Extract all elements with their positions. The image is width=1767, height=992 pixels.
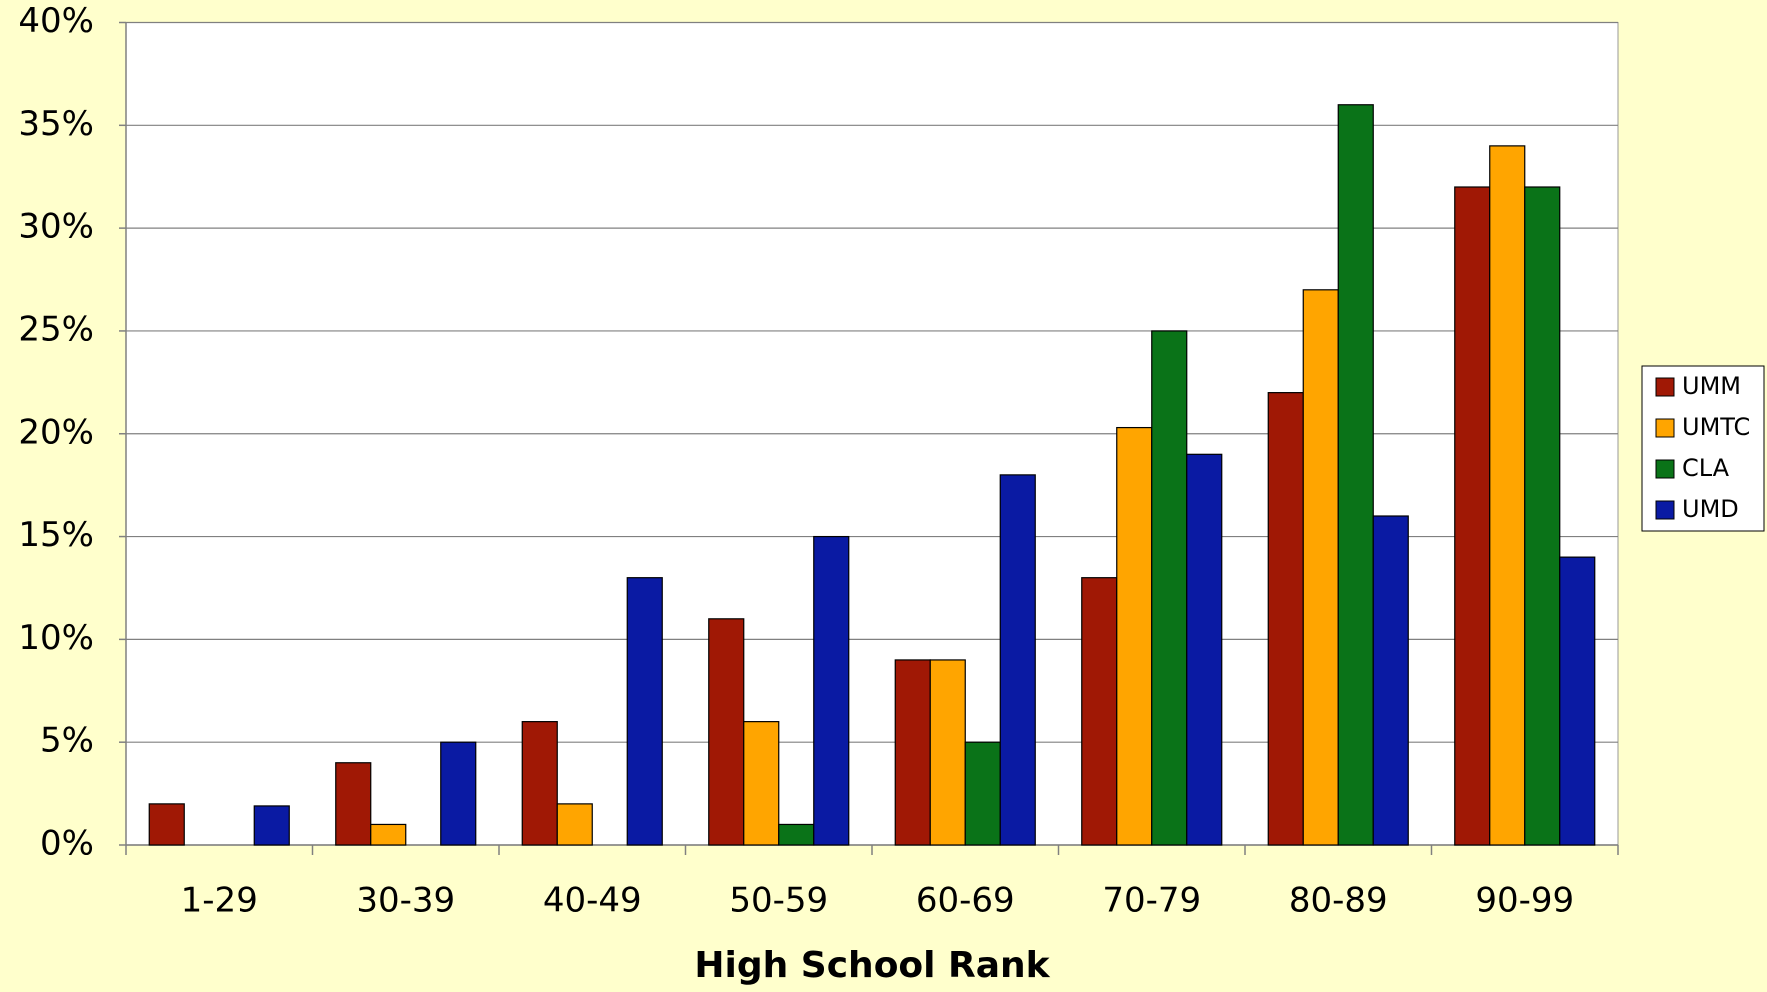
bar [1186, 453, 1223, 846]
x-tick-label: 70-79 [1102, 881, 1201, 921]
bar [1151, 330, 1188, 846]
x-tick-label: 90-99 [1475, 881, 1574, 921]
y-tick-label: 20% [18, 412, 94, 452]
bar [1267, 392, 1304, 846]
y-tick-label: 35% [18, 104, 94, 144]
bar [1454, 186, 1491, 846]
bar [894, 659, 931, 846]
bar [1559, 556, 1596, 846]
y-tick-label: 40% [18, 1, 94, 41]
bar [1524, 186, 1561, 846]
x-tick-label: 30-39 [356, 881, 455, 921]
bar [929, 659, 966, 846]
bar [253, 805, 290, 846]
bar [1489, 145, 1526, 846]
legend-label: CLA [1682, 454, 1730, 482]
bar [521, 721, 558, 846]
bar [1372, 515, 1409, 846]
bar [743, 721, 780, 846]
bar [370, 823, 407, 846]
x-tick-label: 40-49 [543, 881, 642, 921]
x-tick-label: 1-29 [181, 881, 258, 921]
bar [148, 803, 185, 846]
y-tick-label: 5% [40, 721, 94, 761]
legend-label: UMM [1682, 372, 1741, 400]
y-tick-label: 0% [40, 824, 94, 864]
legend-label: UMD [1682, 495, 1739, 523]
legend-swatch [1655, 377, 1675, 397]
legend-label: UMTC [1682, 413, 1750, 441]
x-tick-label: 50-59 [729, 881, 828, 921]
bar [813, 535, 850, 846]
bar [626, 577, 663, 846]
bar [999, 474, 1036, 846]
bar [964, 741, 1001, 846]
bar [708, 618, 745, 846]
y-tick-label: 30% [18, 207, 94, 247]
bar [335, 762, 372, 846]
x-tick-label: 60-69 [916, 881, 1015, 921]
bar [440, 741, 477, 846]
bar [778, 823, 815, 846]
bar [1116, 426, 1153, 846]
x-tick-label: 80-89 [1289, 881, 1388, 921]
legend-swatch [1655, 459, 1675, 479]
legend-swatch [1655, 500, 1675, 520]
y-tick-label: 15% [18, 515, 94, 555]
bar [1337, 104, 1374, 846]
bar [1081, 577, 1118, 846]
y-tick-label: 25% [18, 309, 94, 349]
bar [556, 803, 593, 846]
bar [1302, 289, 1339, 846]
y-tick-label: 10% [18, 618, 94, 658]
x-axis-title: High School Rank [694, 945, 1050, 986]
legend-swatch [1655, 418, 1675, 438]
